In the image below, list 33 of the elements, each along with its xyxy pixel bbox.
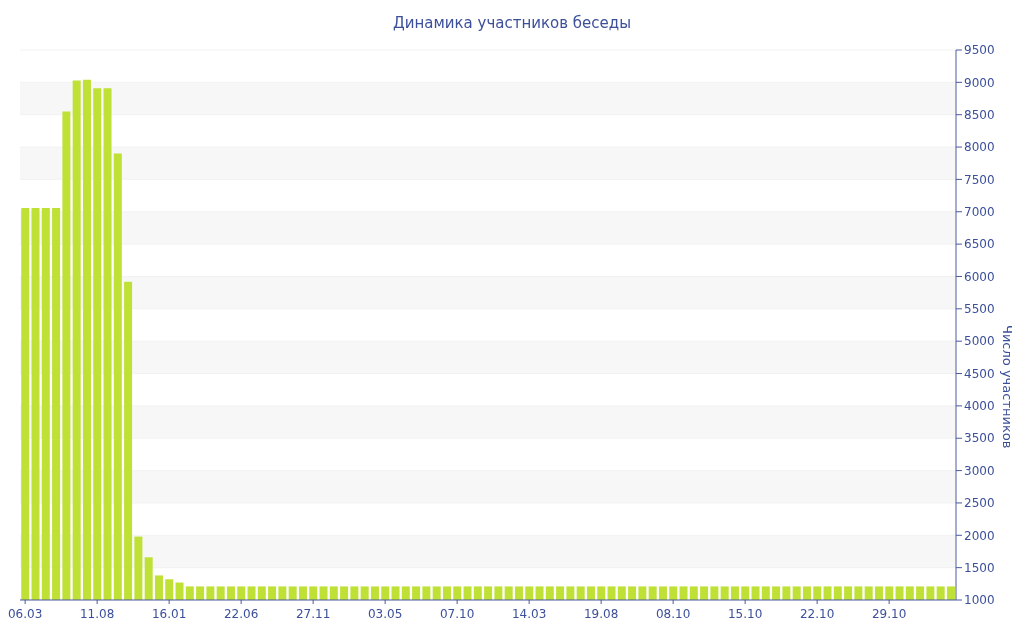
y-tick-label: 7000 — [964, 205, 995, 220]
y-tick-label: 1000 — [964, 593, 995, 608]
y-tick-label: 3500 — [964, 431, 995, 446]
x-tick-label: 27.11 — [295, 607, 331, 621]
y-tick-label: 8000 — [964, 140, 995, 155]
x-tick-label: 15.10 — [727, 607, 763, 621]
x-tick-label: 19.08 — [583, 607, 619, 621]
x-tick-label: 07.10 — [439, 607, 475, 621]
chart-title: Динамика участников беседы — [391, 14, 632, 32]
y-tick-label: 4500 — [964, 366, 995, 381]
x-tick-label: 22.06 — [223, 607, 259, 621]
y-tick-label: 3000 — [964, 463, 995, 478]
y-tick-label: 7500 — [964, 172, 995, 187]
y-tick-label: 4000 — [964, 399, 995, 414]
x-tick-label: 16.01 — [151, 607, 187, 621]
x-tick-label: 14.03 — [511, 607, 547, 621]
y-tick-label: 8500 — [964, 107, 995, 122]
y-tick-label: 2500 — [964, 496, 995, 511]
y-axis-title: Число участников — [1000, 325, 1016, 449]
x-tick-label: 11.08 — [79, 607, 115, 621]
y-tick-label: 5500 — [964, 302, 995, 317]
y-tick-label: 5000 — [964, 334, 995, 349]
y-tick-label: 9500 — [964, 43, 995, 58]
y-tick-label: 1500 — [964, 560, 995, 575]
y-tick-label: 2000 — [964, 528, 995, 543]
x-tick-label: 03.05 — [367, 607, 403, 621]
y-tick-label: 6500 — [964, 237, 995, 252]
y-tick-label: 6000 — [964, 269, 995, 284]
x-tick-label: 08.10 — [655, 607, 691, 621]
y-tick-label: 9000 — [964, 75, 995, 90]
x-tick-label: 06.03 — [7, 607, 43, 621]
x-tick-label: 29.10 — [871, 607, 907, 621]
x-tick-label: 22.10 — [799, 607, 835, 621]
